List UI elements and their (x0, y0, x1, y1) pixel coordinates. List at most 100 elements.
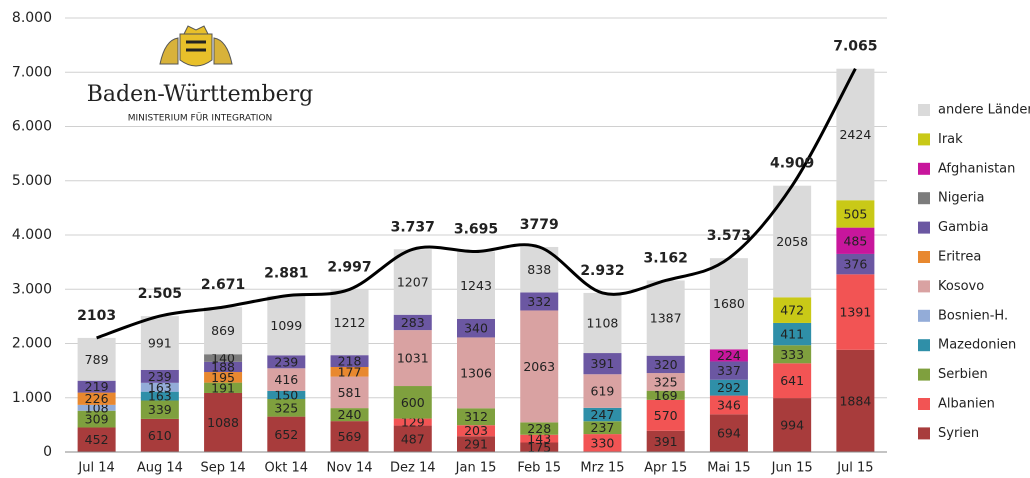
data-label: 188 (211, 359, 235, 374)
data-label: 239 (148, 369, 172, 384)
bar-segment (646, 355, 685, 374)
bar-segment (330, 376, 369, 409)
bar-segment (457, 425, 495, 437)
total-label: 4.909 (770, 156, 814, 172)
bar-segment (204, 307, 243, 355)
legend-swatch (918, 221, 930, 234)
bar-segment (140, 382, 179, 392)
legend-label: Mazedonien (938, 338, 1016, 353)
total-label: 3.737 (391, 219, 435, 235)
bar-segment (393, 314, 432, 331)
bar-segment (140, 316, 179, 370)
data-label: 600 (401, 395, 425, 410)
bar-segment (330, 355, 369, 367)
legend-label: Eritrea (938, 250, 981, 265)
data-label: 2058 (776, 234, 808, 249)
bar-segment (646, 280, 685, 356)
total-label: 2.997 (327, 259, 371, 275)
bar-segment (393, 418, 432, 426)
bar-segment (773, 322, 812, 346)
data-label: 169 (654, 388, 678, 403)
bar-segment (330, 421, 369, 452)
legend-swatch (918, 133, 930, 146)
x-tick-label: Sep 14 (200, 461, 245, 476)
total-label: 7.065 (833, 39, 877, 55)
bar-segment (646, 390, 685, 400)
bar-segment (709, 414, 748, 452)
legend-label: Albanien (938, 397, 995, 412)
data-label: 191 (211, 380, 235, 395)
total-line (96, 68, 857, 340)
bar-segment (646, 373, 685, 391)
data-label: 2424 (839, 127, 871, 142)
x-tick-label: Apr 15 (644, 461, 687, 476)
bar-segment (330, 408, 369, 422)
bar-segment (583, 407, 622, 422)
bar-segment (140, 400, 179, 419)
bar-segment (583, 421, 622, 435)
data-label: 320 (654, 357, 678, 372)
data-label: 1212 (334, 315, 366, 330)
y-tick-label: 8.000 (12, 10, 52, 26)
data-label: 143 (527, 431, 551, 446)
legend-label: Afghanistan (938, 161, 1015, 176)
bar-segment (393, 386, 432, 419)
data-label: 1387 (650, 311, 682, 326)
legend-label: Syrien (938, 426, 979, 441)
logo-subtitle: MINISTERIUM FÜR INTEGRATION (128, 113, 273, 124)
bar-segment (709, 361, 748, 380)
legend-label: Nigeria (938, 191, 985, 206)
bar-segment (583, 374, 622, 408)
bar-segment (457, 318, 495, 338)
data-label: 333 (780, 347, 804, 362)
bar-segment (457, 251, 495, 319)
x-tick-label: Jul 15 (836, 461, 873, 476)
bar-segment (330, 366, 369, 377)
data-label: 1108 (587, 315, 619, 330)
data-label: 240 (338, 407, 362, 422)
total-label: 3.695 (454, 222, 498, 238)
data-label: 789 (85, 352, 109, 367)
grid (65, 17, 887, 453)
data-label: 239 (274, 354, 298, 369)
data-label: 472 (780, 303, 804, 318)
bar-segment (836, 200, 875, 228)
data-label: 391 (654, 434, 678, 449)
legend-label: andere Länder (938, 103, 1030, 118)
data-label: 283 (401, 315, 425, 330)
bar-segment (583, 434, 622, 452)
x-tick-label: Mai 15 (707, 461, 750, 476)
data-label: 487 (401, 431, 425, 446)
bar-segment (583, 292, 622, 354)
bar-segment (520, 310, 559, 423)
coat-of-arms (159, 25, 233, 67)
total-label: 3779 (520, 217, 559, 233)
y-tick-label: 5.000 (12, 173, 52, 189)
data-label: 694 (717, 426, 741, 441)
x-tick-label: Mrz 15 (580, 461, 624, 476)
x-tick-label: Dez 14 (390, 461, 436, 476)
data-label: 376 (843, 257, 867, 272)
data-label: 325 (274, 400, 298, 415)
bar-segment (393, 330, 432, 387)
data-label: 416 (274, 372, 298, 387)
data-label: 163 (148, 389, 172, 404)
x-tick-label: Aug 14 (137, 461, 183, 476)
bar-segment (267, 355, 306, 369)
bar-segment (773, 345, 812, 364)
bar-segment (204, 354, 243, 362)
data-label: 1243 (460, 278, 492, 293)
bar-segment (836, 274, 875, 350)
legend-label: Gambia (938, 220, 989, 235)
bar-segment (520, 442, 559, 452)
data-label: 150 (274, 387, 298, 402)
x-tick-label: Jul 14 (77, 461, 114, 476)
data-label: 505 (843, 206, 867, 221)
data-label: 219 (85, 379, 109, 394)
data-label: 652 (274, 427, 298, 442)
y-tick-label: 0 (43, 444, 52, 460)
bar-segment (773, 297, 812, 323)
data-label: 869 (211, 323, 235, 338)
x-tick-label: Jun 15 (771, 461, 813, 476)
